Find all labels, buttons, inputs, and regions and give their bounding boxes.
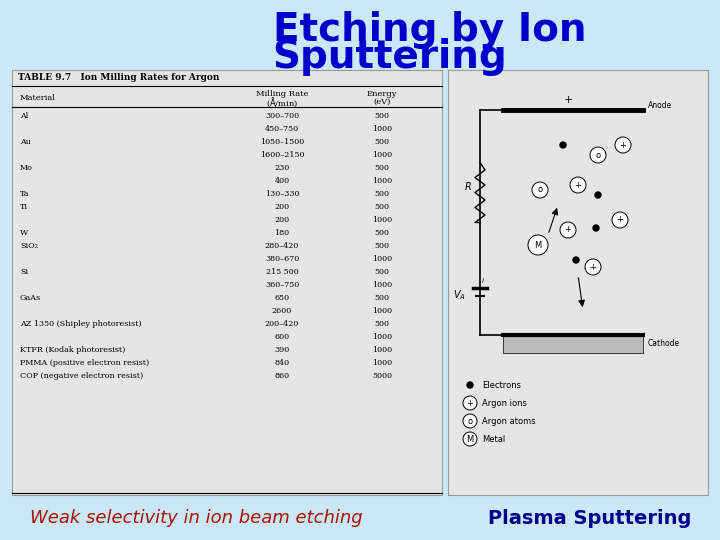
Text: +: + (564, 226, 572, 234)
Text: Ta: Ta (20, 190, 30, 198)
Text: 1000: 1000 (372, 281, 392, 289)
Circle shape (532, 182, 548, 198)
Text: Material: Material (20, 94, 56, 102)
Text: 2600: 2600 (272, 307, 292, 315)
Text: 200: 200 (274, 203, 289, 211)
Text: Argon ions: Argon ions (482, 399, 527, 408)
Text: Metal: Metal (482, 435, 505, 443)
Text: TABLE 9.7   Ion Milling Rates for Argon: TABLE 9.7 Ion Milling Rates for Argon (18, 73, 220, 83)
Text: 1000: 1000 (372, 125, 392, 133)
Circle shape (463, 414, 477, 428)
Text: Plasma Sputtering: Plasma Sputtering (488, 509, 692, 528)
Text: Au: Au (20, 138, 31, 146)
Circle shape (463, 396, 477, 410)
Circle shape (463, 432, 477, 446)
Text: 5000: 5000 (372, 372, 392, 380)
Text: o: o (595, 151, 600, 159)
Text: 500: 500 (374, 112, 390, 120)
Text: +: + (467, 399, 474, 408)
Text: 130–330: 130–330 (265, 190, 300, 198)
Text: 500: 500 (374, 138, 390, 146)
Text: Mo: Mo (20, 164, 33, 172)
Text: 1050–1500: 1050–1500 (260, 138, 304, 146)
Circle shape (615, 137, 631, 153)
Text: Argon atoms: Argon atoms (482, 416, 536, 426)
Text: (eV): (eV) (373, 98, 391, 106)
Text: Cathode: Cathode (648, 340, 680, 348)
Text: SiO₂: SiO₂ (20, 242, 38, 250)
Text: o: o (467, 416, 472, 426)
FancyBboxPatch shape (448, 70, 708, 495)
Text: ($\rm\AA$/min): ($\rm\AA$/min) (266, 96, 298, 109)
Text: 1000: 1000 (372, 177, 392, 185)
Text: Anode: Anode (648, 102, 672, 111)
Circle shape (612, 212, 628, 228)
Text: 215 500: 215 500 (266, 268, 298, 276)
Text: 840: 840 (274, 359, 289, 367)
Text: 1000: 1000 (372, 346, 392, 354)
Bar (503, 335, 643, 353)
Text: $V_A$: $V_A$ (453, 288, 466, 302)
Text: 200: 200 (274, 216, 289, 224)
Text: 500: 500 (374, 164, 390, 172)
Text: +: + (620, 140, 626, 150)
Text: Milling Rate: Milling Rate (256, 90, 308, 98)
Text: Electrons: Electrons (482, 381, 521, 389)
Circle shape (585, 259, 601, 275)
Circle shape (573, 257, 579, 263)
Text: AZ 1350 (Shipley photoresist): AZ 1350 (Shipley photoresist) (20, 320, 142, 328)
Circle shape (570, 177, 586, 193)
Text: Energy: Energy (366, 90, 397, 98)
Text: Weak selectivity in ion beam etching: Weak selectivity in ion beam etching (30, 509, 363, 527)
Circle shape (467, 382, 473, 388)
Text: 500: 500 (374, 242, 390, 250)
Text: 450–750: 450–750 (265, 125, 299, 133)
Text: 500: 500 (374, 190, 390, 198)
Circle shape (595, 192, 601, 198)
Text: 1000: 1000 (372, 359, 392, 367)
Text: M: M (467, 435, 474, 443)
Text: 500: 500 (374, 203, 390, 211)
Text: 500: 500 (374, 229, 390, 237)
Text: 650: 650 (274, 294, 289, 302)
Text: R: R (464, 183, 472, 192)
Text: +: + (616, 215, 624, 225)
Text: 360–750: 360–750 (265, 281, 299, 289)
Text: GaAs: GaAs (20, 294, 41, 302)
Circle shape (560, 222, 576, 238)
Circle shape (590, 147, 606, 163)
Text: 500: 500 (374, 268, 390, 276)
Circle shape (528, 235, 548, 255)
Text: +: + (575, 180, 582, 190)
Text: 300–700: 300–700 (265, 112, 299, 120)
Text: Sputtering: Sputtering (273, 38, 508, 76)
Text: 1000: 1000 (372, 333, 392, 341)
Text: +: + (590, 262, 596, 272)
Text: PMMA (positive electron resist): PMMA (positive electron resist) (20, 359, 149, 367)
Text: Ti: Ti (20, 203, 28, 211)
Text: 1000: 1000 (372, 255, 392, 263)
Text: 280–420: 280–420 (265, 242, 300, 250)
Text: o: o (537, 186, 543, 194)
Circle shape (593, 225, 599, 231)
Text: 230: 230 (274, 164, 289, 172)
Text: 390: 390 (274, 346, 289, 354)
Text: i: i (482, 278, 484, 284)
Text: Etching by Ion: Etching by Ion (274, 11, 587, 49)
Text: COP (negative electron resist): COP (negative electron resist) (20, 372, 143, 380)
Text: W: W (20, 229, 28, 237)
FancyBboxPatch shape (12, 70, 442, 495)
Text: +: + (563, 95, 572, 105)
Text: 1000: 1000 (372, 307, 392, 315)
Text: 500: 500 (374, 320, 390, 328)
Text: Al: Al (20, 112, 28, 120)
Text: Si: Si (20, 268, 28, 276)
Circle shape (560, 142, 566, 148)
Text: 380–670: 380–670 (265, 255, 299, 263)
Text: 500: 500 (374, 294, 390, 302)
Text: 400: 400 (274, 177, 289, 185)
Text: 1600–2150: 1600–2150 (260, 151, 305, 159)
Text: 1000: 1000 (372, 216, 392, 224)
Text: 1000: 1000 (372, 151, 392, 159)
